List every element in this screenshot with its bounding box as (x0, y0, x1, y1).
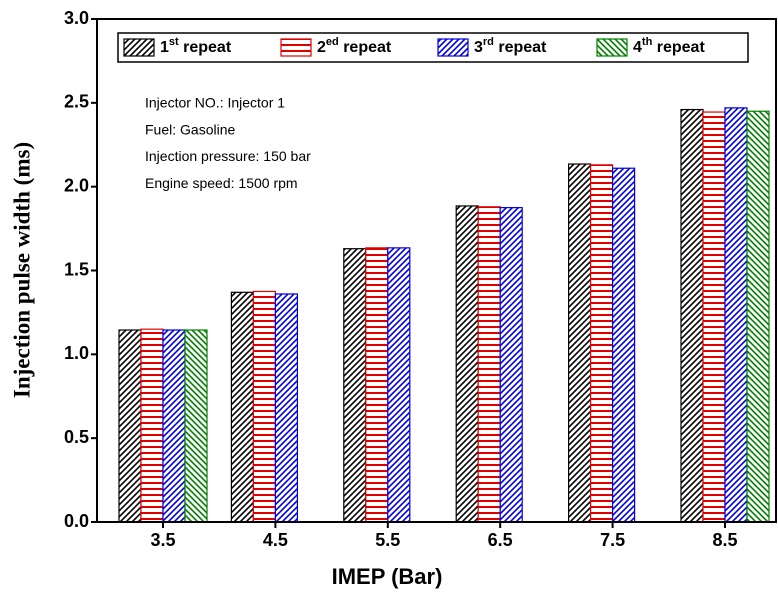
legend-box (117, 32, 749, 63)
bar (140, 328, 164, 523)
y-tick-label: 3.0 (64, 8, 89, 28)
bar (477, 206, 501, 523)
bar (365, 247, 389, 523)
x-tick-label: 7.5 (600, 530, 625, 550)
bar (343, 248, 367, 523)
annotation: Injection pressure: 150 bar (145, 148, 311, 164)
legend-swatch (123, 38, 155, 57)
bar (230, 291, 254, 523)
y-axis-label: Injection pulse width (ms) (9, 142, 34, 398)
legend-label: 2ed repeat (317, 36, 392, 56)
x-tick-label: 5.5 (375, 530, 400, 550)
legend-label: 1st repeat (160, 36, 232, 56)
x-axis-label: IMEP (Bar) (332, 564, 443, 589)
bar (184, 329, 208, 523)
bar (611, 167, 636, 523)
legend-label: 3rd repeat (474, 36, 547, 56)
x-tick-label: 6.5 (488, 530, 513, 550)
bar (118, 329, 142, 523)
annotation: Engine speed: 1500 rpm (145, 175, 298, 191)
bar (162, 329, 186, 523)
bar (589, 164, 614, 523)
bar (724, 107, 748, 523)
bar (702, 111, 726, 523)
bar (567, 163, 592, 523)
y-tick-label: 2.0 (64, 175, 89, 195)
annotation: Injector NO.: Injector 1 (145, 95, 285, 111)
bar (455, 205, 479, 523)
y-tick-label: 2.5 (64, 92, 89, 112)
bar (387, 247, 411, 523)
legend-swatch (596, 38, 628, 57)
legend-swatch (437, 38, 469, 57)
bar (252, 290, 276, 523)
legend-swatch (280, 38, 312, 57)
bar (746, 110, 770, 523)
x-tick-label: 3.5 (150, 530, 175, 550)
x-tick-label: 4.5 (263, 530, 288, 550)
x-tick-label: 8.5 (712, 530, 737, 550)
y-tick-label: 1.5 (64, 259, 89, 279)
bar (274, 293, 298, 523)
bar (680, 108, 704, 523)
y-tick-label: 1.0 (64, 343, 89, 363)
legend-label: 4th repeat (633, 36, 705, 56)
bar (499, 207, 523, 523)
plot-frame (96, 18, 777, 523)
y-tick-label: 0.5 (64, 427, 89, 447)
y-tick-label: 0.0 (64, 511, 89, 531)
annotation: Fuel: Gasoline (145, 121, 235, 137)
